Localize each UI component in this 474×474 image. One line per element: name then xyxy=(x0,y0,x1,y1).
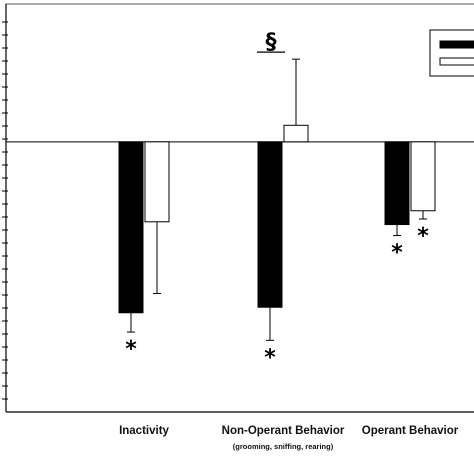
bar-white-0 xyxy=(144,141,170,223)
bar-black-0 xyxy=(118,141,144,314)
legend-swatch-white xyxy=(439,57,474,66)
category-sublabel: (grooming, sniffing, rearing) xyxy=(233,442,334,451)
asterisk-marker: * xyxy=(417,224,429,249)
bar-white-1 xyxy=(283,124,309,143)
asterisk-marker: * xyxy=(125,337,137,362)
legend-box xyxy=(429,29,474,77)
category-label: Operant Behavior xyxy=(362,425,459,437)
section-sign-marker: § xyxy=(266,30,277,55)
asterisk-marker: * xyxy=(391,241,403,266)
category-label: Non-Operant Behavior xyxy=(222,425,345,437)
asterisk-marker: * xyxy=(264,345,276,370)
bar-black-1 xyxy=(257,141,283,308)
category-label: Inactivity xyxy=(119,425,169,437)
legend-swatch-black xyxy=(439,40,474,49)
bar-black-2 xyxy=(384,141,410,226)
bar-white-2 xyxy=(410,141,436,212)
